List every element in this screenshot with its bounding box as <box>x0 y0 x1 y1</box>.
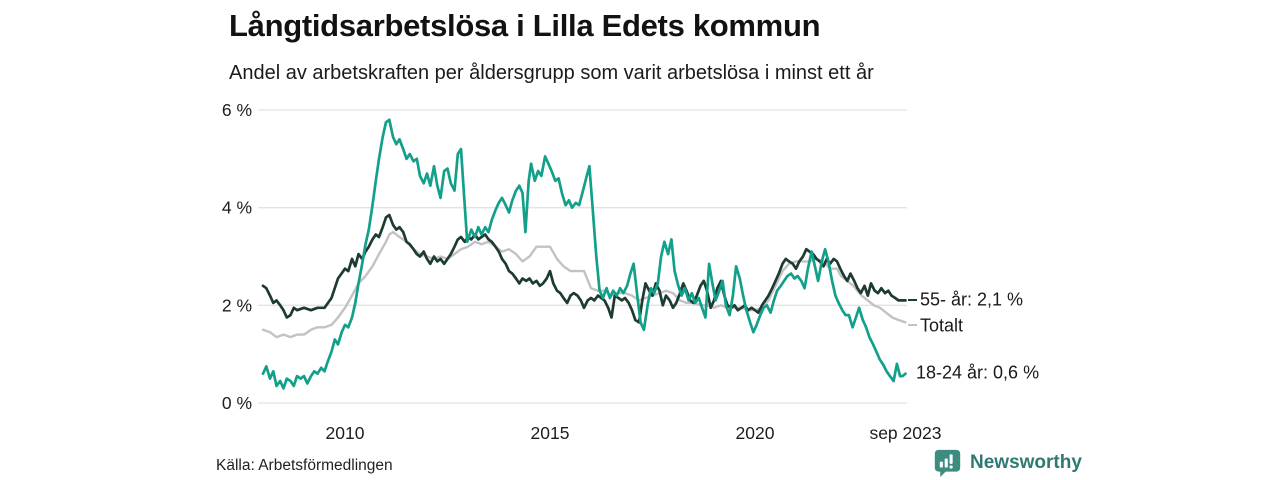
x-axis-tick-label: 2015 <box>531 423 570 443</box>
series-end-label-totalt: Totalt <box>920 315 964 336</box>
page-subtitle: Andel av arbetskraften per åldersgrupp s… <box>229 62 874 84</box>
series-end-label-55: 55- år: 2,1 % <box>920 289 1024 310</box>
y-axis-tick-label: 4 % <box>222 198 252 218</box>
y-axis-tick-label: 0 % <box>222 393 252 413</box>
x-axis-tick-label: 2020 <box>736 423 775 443</box>
source-note: Källa: Arbetsförmedlingen <box>216 457 393 474</box>
newsworthy-logo-icon <box>933 448 962 478</box>
y-axis-tick-label: 6 % <box>222 100 252 120</box>
x-axis-tick-label: sep 2023 <box>869 423 941 443</box>
y-axis-tick-label: 2 % <box>222 295 252 315</box>
series-line-18-24-r <box>261 118 907 390</box>
series-line-55-r <box>261 213 907 324</box>
page-title: Långtidsarbetslösa i Lilla Edets kommun <box>229 8 821 43</box>
newsworthy-wordmark: Newsworthy <box>970 452 1082 473</box>
series-end-label-18-24: 18-24 år: 0,6 % <box>916 362 1040 383</box>
newsworthy-brand: Newsworthy <box>933 448 1082 478</box>
x-axis-tick-label: 2010 <box>326 423 365 443</box>
